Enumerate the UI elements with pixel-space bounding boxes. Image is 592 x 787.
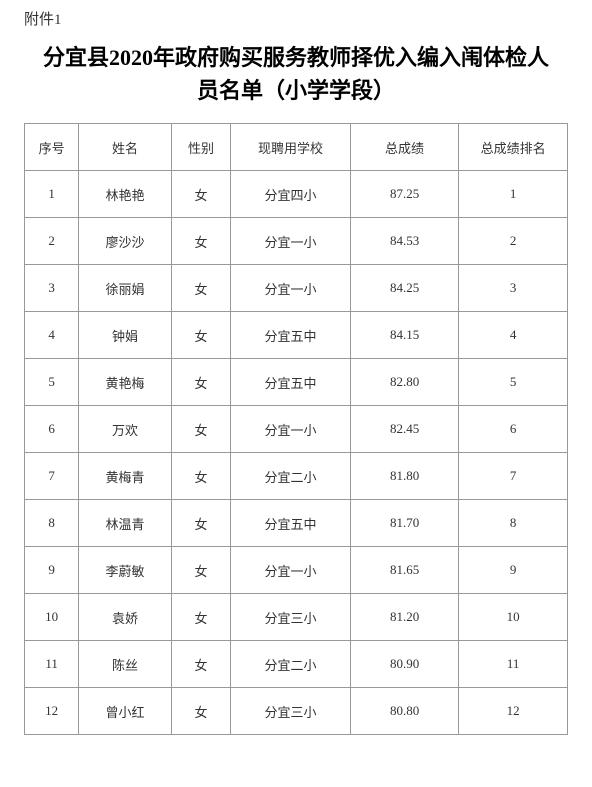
table-cell: 84.15 [350,312,459,359]
table-cell: 84.25 [350,265,459,312]
table-row: 7黄梅青女分宜二小81.807 [25,453,568,500]
table-row: 5黄艳梅女分宜五中82.805 [25,359,568,406]
table-row: 8林温青女分宜五中81.708 [25,500,568,547]
table-cell: 81.80 [350,453,459,500]
table-cell: 12 [25,688,79,735]
table-cell: 分宜四小 [231,171,350,218]
table-cell: 82.45 [350,406,459,453]
table-header-row: 序号 姓名 性别 现聘用学校 总成绩 总成绩排名 [25,124,568,171]
table-cell: 87.25 [350,171,459,218]
table-cell: 女 [171,453,231,500]
table-cell: 1 [459,171,568,218]
table-cell: 陈丝 [79,641,171,688]
table-row: 11陈丝女分宜二小80.9011 [25,641,568,688]
page-title: 分宜县2020年政府购买服务教师择优入编入闱体检人员名单（小学学段） [24,41,568,107]
table-cell: 黄艳梅 [79,359,171,406]
table-cell: 分宜三小 [231,594,350,641]
table-row: 1林艳艳女分宜四小87.251 [25,171,568,218]
table-cell: 3 [25,265,79,312]
table-cell: 1 [25,171,79,218]
table-cell: 林温青 [79,500,171,547]
table-cell: 分宜三小 [231,688,350,735]
table-cell: 分宜一小 [231,218,350,265]
table-cell: 分宜二小 [231,641,350,688]
table-cell: 11 [25,641,79,688]
roster-table: 序号 姓名 性别 现聘用学校 总成绩 总成绩排名 1林艳艳女分宜四小87.251… [24,123,568,735]
table-cell: 9 [459,547,568,594]
table-cell: 5 [25,359,79,406]
table-cell: 11 [459,641,568,688]
table-cell: 女 [171,641,231,688]
column-header-score: 总成绩 [350,124,459,171]
table-cell: 81.70 [350,500,459,547]
table-cell: 徐丽娟 [79,265,171,312]
table-cell: 分宜五中 [231,312,350,359]
table-cell: 分宜五中 [231,359,350,406]
table-row: 9李蔚敏女分宜一小81.659 [25,547,568,594]
table-cell: 5 [459,359,568,406]
table-cell: 6 [459,406,568,453]
table-cell: 女 [171,359,231,406]
table-cell: 女 [171,265,231,312]
table-cell: 分宜一小 [231,265,350,312]
table-cell: 81.20 [350,594,459,641]
table-cell: 7 [25,453,79,500]
table-cell: 7 [459,453,568,500]
table-cell: 女 [171,594,231,641]
table-cell: 黄梅青 [79,453,171,500]
attachment-label: 附件1 [24,8,568,29]
table-cell: 曾小红 [79,688,171,735]
table-row: 12曾小红女分宜三小80.8012 [25,688,568,735]
table-cell: 8 [25,500,79,547]
table-cell: 10 [459,594,568,641]
table-cell: 分宜二小 [231,453,350,500]
table-cell: 分宜一小 [231,406,350,453]
table-cell: 2 [25,218,79,265]
table-cell: 钟娟 [79,312,171,359]
table-cell: 万欢 [79,406,171,453]
table-cell: 女 [171,218,231,265]
column-header-index: 序号 [25,124,79,171]
table-cell: 李蔚敏 [79,547,171,594]
table-cell: 2 [459,218,568,265]
table-row: 10袁娇女分宜三小81.2010 [25,594,568,641]
column-header-gender: 性别 [171,124,231,171]
table-cell: 女 [171,312,231,359]
table-cell: 10 [25,594,79,641]
table-cell: 女 [171,500,231,547]
table-cell: 女 [171,688,231,735]
table-cell: 80.90 [350,641,459,688]
table-cell: 8 [459,500,568,547]
table-cell: 分宜五中 [231,500,350,547]
column-header-school: 现聘用学校 [231,124,350,171]
table-cell: 82.80 [350,359,459,406]
column-header-rank: 总成绩排名 [459,124,568,171]
table-cell: 3 [459,265,568,312]
table-cell: 廖沙沙 [79,218,171,265]
table-cell: 袁娇 [79,594,171,641]
table-cell: 分宜一小 [231,547,350,594]
table-cell: 12 [459,688,568,735]
table-cell: 女 [171,171,231,218]
table-cell: 女 [171,406,231,453]
table-cell: 9 [25,547,79,594]
table-row: 4钟娟女分宜五中84.154 [25,312,568,359]
column-header-name: 姓名 [79,124,171,171]
table-cell: 女 [171,547,231,594]
table-cell: 84.53 [350,218,459,265]
table-row: 6万欢女分宜一小82.456 [25,406,568,453]
table-cell: 6 [25,406,79,453]
table-cell: 林艳艳 [79,171,171,218]
table-row: 3徐丽娟女分宜一小84.253 [25,265,568,312]
table-cell: 81.65 [350,547,459,594]
table-cell: 80.80 [350,688,459,735]
table-cell: 4 [25,312,79,359]
table-row: 2廖沙沙女分宜一小84.532 [25,218,568,265]
table-cell: 4 [459,312,568,359]
